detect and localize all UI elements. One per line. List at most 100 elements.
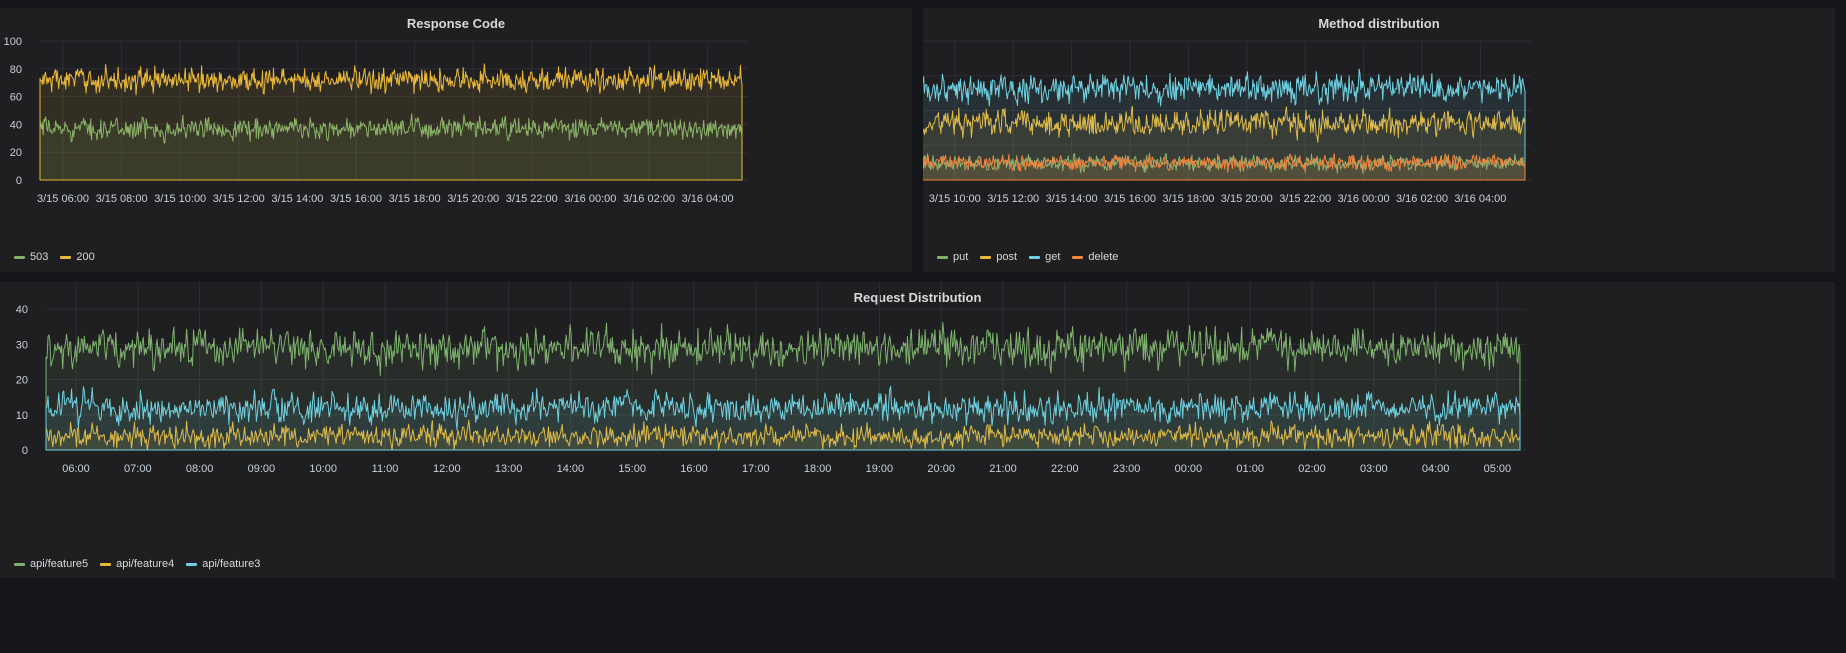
y-tick-label: 0 [16, 175, 22, 187]
x-tick-label: 3/15 18:00 [1162, 193, 1214, 205]
series-line-200 [39, 63, 743, 181]
x-tick-label: 3/16 02:00 [623, 193, 675, 205]
legend-item-put[interactable]: put [937, 251, 968, 263]
legend-swatch [937, 255, 948, 259]
legend-label: api/feature4 [116, 558, 175, 570]
x-tick-label: 15:00 [618, 463, 646, 475]
x-tick-label: 3/15 08:00 [96, 193, 148, 205]
legend: 503 200 [14, 251, 95, 263]
x-tick-label: 12:00 [433, 463, 461, 475]
x-tick-label: 21:00 [989, 463, 1017, 475]
x-tick-label: 3/15 22:00 [506, 193, 558, 205]
y-tick-label: 30 [16, 339, 28, 351]
panel-method-distribution: Method distribution 0204060803/15 06:003… [923, 8, 1835, 272]
x-tick-label: 02:00 [1298, 463, 1326, 475]
x-tick-label: 3/16 00:00 [1338, 193, 1390, 205]
legend-label: api/feature3 [202, 558, 261, 570]
x-tick-label: 3/15 16:00 [1104, 193, 1156, 205]
y-tick-label: 20 [16, 375, 28, 387]
x-tick-label: 03:00 [1360, 463, 1388, 475]
series-line-api-feature4 [45, 419, 1521, 451]
x-tick-label: 07:00 [124, 463, 152, 475]
legend-item-api-feature4[interactable]: api/feature4 [100, 558, 174, 570]
x-tick-label: 01:00 [1236, 463, 1264, 475]
legend-swatch [14, 255, 25, 259]
legend-label: delete [1088, 251, 1119, 263]
x-tick-label: 11:00 [372, 463, 399, 475]
chart-response-code: 0 20 40 60 80 100 3/15 06:00 3/15 08:00 3/15 10:… [4, 36, 748, 205]
x-tick-label: 09:00 [248, 463, 276, 475]
series-line-api-feature3 [45, 385, 1521, 451]
x-tick-label: 22:00 [1051, 463, 1079, 475]
y-tick-label: 20 [10, 147, 22, 159]
series-line-delete [923, 152, 1526, 181]
y-tick-label: 40 [10, 119, 22, 131]
x-tick-label: 3/15 18:00 [389, 193, 441, 205]
legend-item-delete[interactable]: delete [1072, 251, 1118, 263]
x-tick-label: 14:00 [557, 463, 585, 475]
legend-label: get [1045, 251, 1061, 263]
legend-swatch [186, 562, 198, 566]
x-tick-label: 06:00 [62, 463, 90, 475]
x-tick-label: 3/15 16:00 [330, 193, 382, 205]
x-tick-label: 3/16 04:00 [1454, 193, 1506, 205]
x-tick-label: 17:00 [742, 463, 770, 475]
x-tick-label: 23:00 [1113, 463, 1141, 475]
legend: api/feature5 api/feature4 api/feature3 [14, 558, 260, 570]
x-tick-label: 04:00 [1422, 463, 1450, 475]
y-tick-label: 40 [16, 304, 28, 316]
legend-item-200[interactable]: 200 [60, 251, 95, 263]
x-tick-label: 3/15 10:00 [154, 193, 206, 205]
legend-swatch [1072, 255, 1084, 259]
x-tick-label: 3/15 20:00 [447, 193, 499, 205]
legend-swatch [60, 255, 72, 259]
x-tick-label: 3/15 22:00 [1279, 193, 1331, 205]
x-tick-label: 16:00 [680, 463, 708, 475]
panel-title[interactable]: Response Code [406, 16, 506, 31]
x-tick-label: 10:00 [309, 463, 337, 475]
panel-response-code: Response Code 0 20 40 60 80 100 3/15 06:00 3/15… [0, 8, 912, 272]
y-tick-label: 100 [4, 36, 22, 48]
chart-request-distribution: 0102030405006:0007:0008:0009:0010:0011:0… [16, 282, 1526, 475]
x-tick-label: 19:00 [866, 463, 894, 475]
legend-item-api-feature5[interactable]: api/feature5 [14, 558, 88, 570]
x-tick-label: 3/16 02:00 [1396, 193, 1448, 205]
x-tick-label: 18:00 [804, 463, 832, 475]
x-tick-label: 3/15 12:00 [213, 193, 265, 205]
legend-item-get[interactable]: get [1029, 251, 1060, 263]
y-tick-label: 80 [10, 64, 22, 76]
panel-title[interactable]: Request Distribution [853, 290, 982, 305]
x-tick-label: 05:00 [1484, 463, 1512, 475]
legend-label: put [953, 251, 969, 263]
legend-swatch [1029, 255, 1041, 259]
legend: put post get delete [937, 251, 1118, 263]
y-tick-label: 10 [16, 410, 28, 422]
panel-request-distribution: Request Distribution 0102030405006:0007:… [0, 282, 1835, 578]
legend-item-503[interactable]: 503 [14, 251, 48, 263]
chart-method-distribution: 0204060803/15 06:003/15 08:003/15 10:003… [923, 40, 1531, 205]
x-tick-label: 3/15 14:00 [271, 193, 323, 205]
panel-title[interactable]: Method distribution [1318, 16, 1440, 31]
legend-swatch [100, 562, 112, 566]
series-line-503 [39, 113, 743, 181]
x-tick-label: 08:00 [186, 463, 214, 475]
x-tick-label: 3/16 04:00 [682, 193, 734, 205]
legend-label: api/feature5 [30, 558, 89, 570]
legend-label: 200 [76, 251, 95, 263]
x-tick-label: 3/15 20:00 [1221, 193, 1273, 205]
legend-item-api-feature3[interactable]: api/feature3 [186, 558, 260, 570]
y-tick-label: 0 [22, 445, 28, 457]
x-tick-label: 3/15 10:00 [929, 193, 981, 205]
legend-swatch [980, 255, 992, 259]
x-tick-label: 3/15 12:00 [987, 193, 1039, 205]
x-tick-label: 20:00 [927, 463, 955, 475]
legend-item-post[interactable]: post [980, 251, 1017, 263]
x-tick-label: 3/16 00:00 [564, 193, 616, 205]
x-tick-label: 13:00 [495, 463, 523, 475]
series-line-get [923, 68, 1526, 181]
legend-label: 503 [30, 251, 49, 263]
x-tick-label: 3/15 14:00 [1046, 193, 1098, 205]
legend-swatch [14, 562, 25, 566]
x-tick-label: 00:00 [1175, 463, 1203, 475]
legend-label: post [996, 251, 1018, 263]
